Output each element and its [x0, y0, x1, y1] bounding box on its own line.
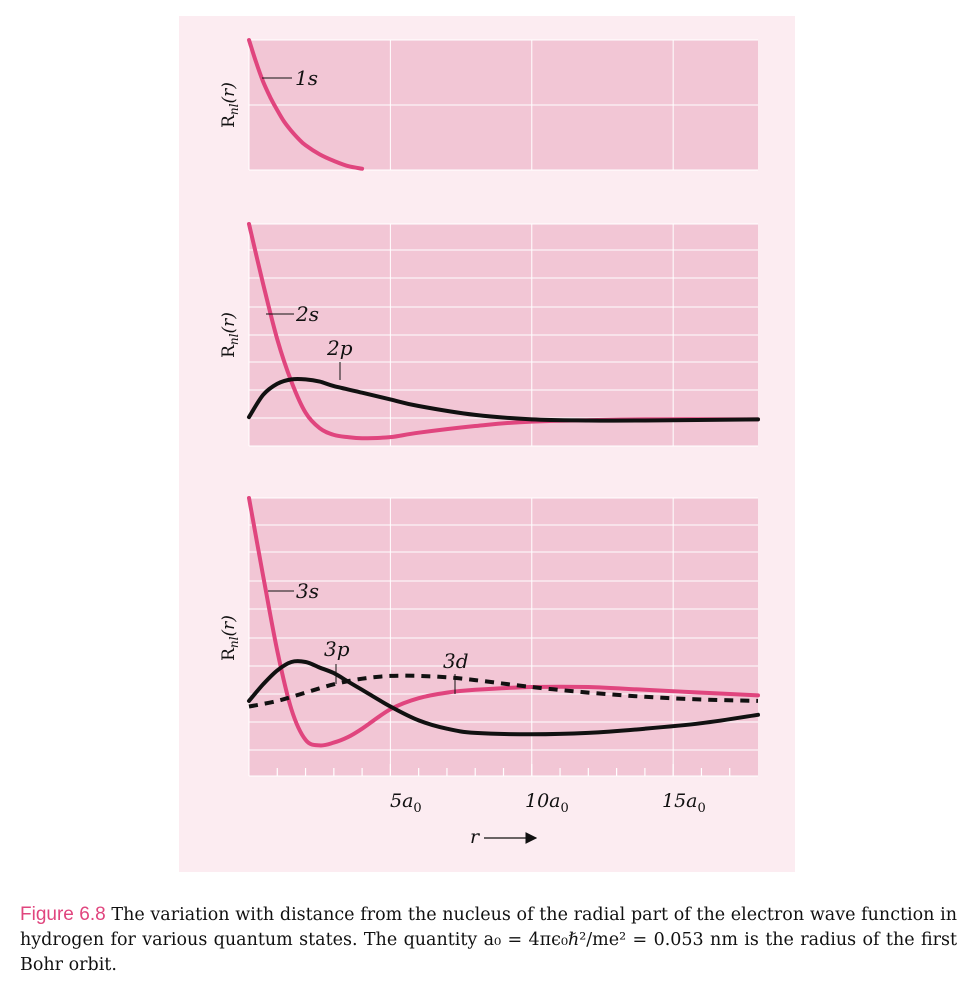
y-axis-label: Rnl(r) — [219, 615, 241, 661]
plot-panel-1s: Rnl(r) 1s — [219, 38, 758, 171]
figure-label: Figure 6.8 — [20, 904, 106, 925]
curve-label-1s: 1s — [295, 66, 318, 90]
grid-lines — [248, 39, 758, 171]
curve-1s — [247, 38, 365, 171]
curve-3s — [247, 496, 760, 748]
curve-label-3d: 3d — [443, 649, 469, 673]
plot-panel-3s-3p-3d: Rnl(r) 3s 3p 3d 5a0 10a0 15a0 r — [219, 496, 760, 848]
y-axis-label: Rnl(r) — [219, 82, 241, 128]
figure-caption: Figure 6.8 The variation with distance f… — [20, 902, 957, 978]
curve-label-2p: 2p — [326, 336, 353, 360]
curve-label-3s: 3s — [296, 579, 319, 603]
x-tick-label-10a0: 10a0 — [525, 790, 569, 816]
grid-lines — [248, 497, 758, 777]
curve-2p — [247, 376, 760, 423]
curves — [247, 496, 760, 748]
x-tick-label-5a0: 5a0 — [390, 790, 422, 816]
curves — [247, 38, 365, 171]
y-axis-label: Rnl(r) — [219, 312, 241, 358]
plot-panel-2s-2p: Rnl(r) 2s 2p — [219, 222, 760, 447]
curves — [247, 222, 760, 441]
figure-svg: Rnl(r) 1s Rnl(r) 2s 2p Rnl(r) 3s 3p 3d 5… — [219, 38, 760, 848]
curve-3p — [247, 659, 760, 737]
x-tick-label-15a0: 15a0 — [662, 790, 706, 816]
curve-label-3p: 3p — [324, 637, 350, 661]
caption-text: The variation with distance from the nuc… — [20, 905, 958, 975]
x-axis-label: r — [470, 826, 481, 848]
x-axis-ticks — [276, 764, 731, 776]
grid-lines — [248, 223, 758, 447]
curve-label-2s: 2s — [295, 302, 319, 326]
